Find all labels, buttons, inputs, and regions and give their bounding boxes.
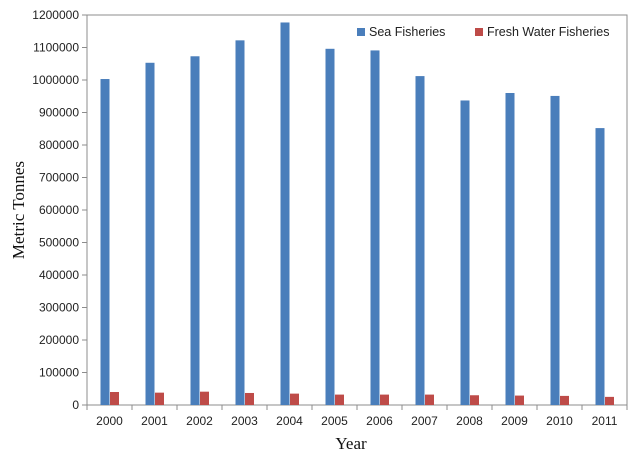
x-tick-label: 2000 xyxy=(96,414,123,428)
x-tick-label: 2009 xyxy=(501,414,528,428)
x-axis-title: Year xyxy=(335,434,367,453)
x-tick-label: 2008 xyxy=(456,414,483,428)
plot-area xyxy=(86,14,628,406)
fresh-water-fisheries-bar xyxy=(155,392,164,405)
y-tick-label: 800000 xyxy=(39,138,79,152)
y-tick-label: 900000 xyxy=(39,106,79,120)
y-tick-label: 600000 xyxy=(39,203,79,217)
x-tick-label: 2004 xyxy=(276,414,303,428)
sea-fisheries-legend-label: Sea Fisheries xyxy=(369,25,445,39)
sea-fisheries-bar xyxy=(145,62,155,406)
fresh-water-fisheries-bar xyxy=(110,392,119,405)
y-tick-label: 300000 xyxy=(39,301,79,315)
fresh-water-fisheries-legend-swatch xyxy=(475,28,483,36)
fresh-water-fisheries-bar xyxy=(605,396,614,405)
y-tick-label: 1200000 xyxy=(32,8,79,22)
y-tick-label: 200000 xyxy=(39,333,79,347)
x-tick-label: 2007 xyxy=(411,414,438,428)
sea-fisheries-bar xyxy=(280,22,290,405)
sea-fisheries-bar xyxy=(190,56,200,406)
x-tick-label: 2001 xyxy=(141,414,168,428)
x-tick-label: 2005 xyxy=(321,414,348,428)
sea-fisheries-bar xyxy=(415,76,425,405)
fresh-water-fisheries-bar xyxy=(515,395,524,405)
fresh-water-fisheries-bar xyxy=(245,392,254,405)
x-axis-ticks: 2000 2001 2002 2003 2004 2005 2006 2007 2008 2009… xyxy=(86,405,628,428)
y-axis-title: Metric Tonnes xyxy=(9,161,28,259)
sea-fisheries-bar xyxy=(100,79,110,406)
sea-fisheries-bar xyxy=(370,50,380,406)
x-tick-label: 2011 xyxy=(592,414,618,428)
x-tick-label: 2010 xyxy=(546,414,573,428)
sea-fisheries-bar xyxy=(460,100,470,405)
fresh-water-fisheries-bar xyxy=(335,394,344,405)
y-axis-ticks: 0 100000 200000 300000 400000 500000 600000 700… xyxy=(32,8,87,412)
y-tick-label: 400000 xyxy=(39,268,79,282)
y-tick-label: 1100000 xyxy=(33,41,79,55)
sea-fisheries-legend-swatch xyxy=(357,28,365,36)
sea-fisheries-bar xyxy=(505,93,515,405)
y-tick-label: 500000 xyxy=(39,236,79,250)
sea-fisheries-bar xyxy=(235,40,245,405)
legend: Sea Fisheries Fresh Water Fisheries xyxy=(357,25,609,39)
fresh-water-fisheries-legend-label: Fresh Water Fisheries xyxy=(487,25,609,39)
fresh-water-fisheries-bar xyxy=(290,393,299,405)
fresh-water-fisheries-bar xyxy=(470,395,479,405)
x-tick-label: 2006 xyxy=(366,414,393,428)
y-tick-label: 700000 xyxy=(39,171,79,185)
fresh-water-fisheries-bar xyxy=(425,394,434,405)
fresh-water-fisheries-bar xyxy=(380,394,389,405)
sea-fisheries-bar xyxy=(595,128,605,405)
sea-fisheries-bar xyxy=(550,95,560,406)
fresh-water-fisheries-bar xyxy=(560,395,569,405)
y-tick-label: 1000000 xyxy=(32,73,79,87)
sea-fisheries-bar xyxy=(325,48,335,406)
y-tick-label: 100000 xyxy=(39,366,79,380)
bars-group xyxy=(100,22,614,406)
x-tick-label: 2002 xyxy=(186,414,213,428)
y-tick-label: 0 xyxy=(72,398,79,412)
fresh-water-fisheries-bar xyxy=(200,391,209,405)
x-tick-label: 2003 xyxy=(231,414,258,428)
